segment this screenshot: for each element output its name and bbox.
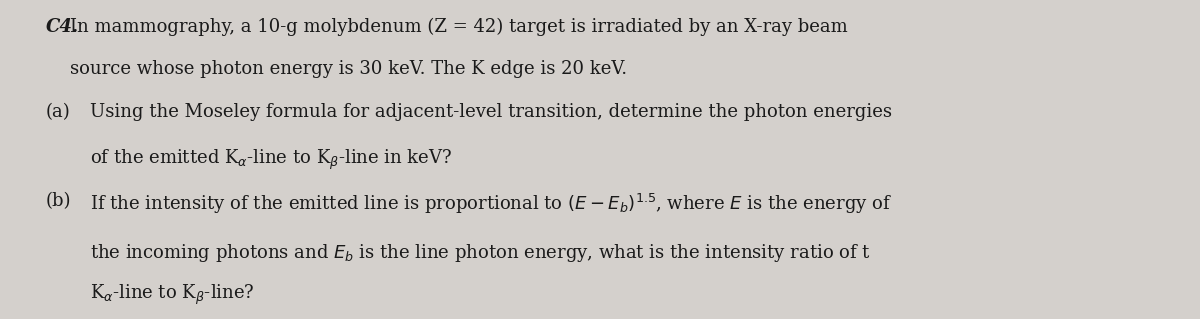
Text: of the emitted K$_{\alpha}$-line to K$_{\beta}$-line in keV?: of the emitted K$_{\alpha}$-line to K$_{… [90,148,452,172]
Text: source whose photon energy is 30 keV. The K edge is 20 keV.: source whose photon energy is 30 keV. Th… [70,60,626,78]
Text: If the intensity of the emitted line is proportional to $(E - E_b)^{1.5}$, where: If the intensity of the emitted line is … [90,192,892,216]
Text: K$_{\alpha}$-line to K$_{\beta}$-line?: K$_{\alpha}$-line to K$_{\beta}$-line? [90,283,254,307]
Text: the incoming photons and $E_b$ is the line photon energy, what is the intensity : the incoming photons and $E_b$ is the li… [90,242,871,264]
Text: Using the Moseley formula for adjacent-level transition, determine the photon en: Using the Moseley formula for adjacent-l… [90,103,892,121]
Text: (a): (a) [46,103,71,121]
Text: (b): (b) [46,192,71,210]
Text: In mammography, a 10-g molybdenum (Z = 42) target is irradiated by an X-ray beam: In mammography, a 10-g molybdenum (Z = 4… [70,18,847,36]
Text: C4.: C4. [46,18,79,36]
